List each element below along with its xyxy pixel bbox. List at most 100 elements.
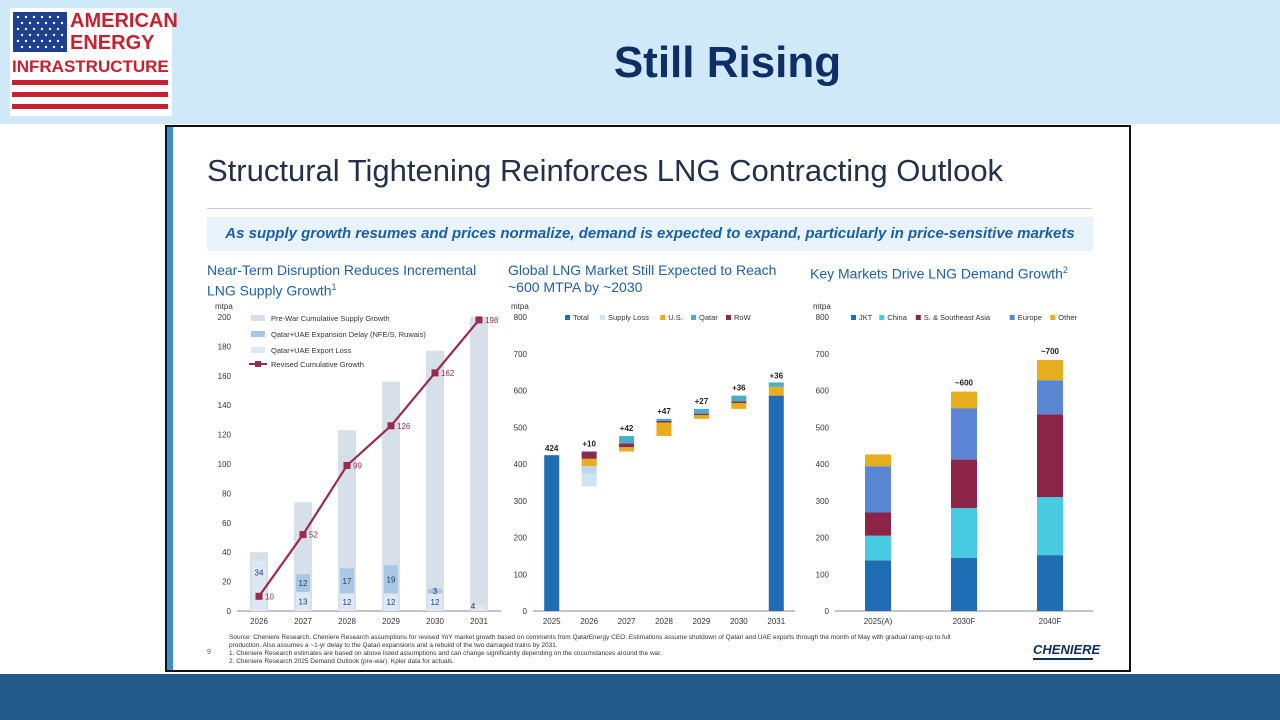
chart3-footnote-ref: 2 [1062,265,1068,275]
chart1-title: Near-Term Disruption Reduces Incremental… [207,262,476,300]
y-tick-label: 300 [816,497,830,506]
total-label: ~600 [955,379,974,388]
x-tick-label: 2031 [767,617,785,626]
revised-growth-marker [255,592,263,600]
logo-line-3: INFRASTRUCTURE [12,57,169,76]
logo-line-2: ENERGY [70,32,155,54]
y-tick-label: 500 [514,423,528,432]
y-tick-label: 300 [514,497,528,506]
expansion-delay-bar [428,588,442,594]
logo-stripe [12,80,168,85]
stack-segment [951,408,977,460]
logo-stripe [12,92,168,97]
y-tick-label: 100 [514,570,528,579]
prewar-bar [426,350,444,611]
legend-label: Supply Loss [608,313,649,322]
y-tick-label: 20 [222,578,231,587]
step-label: +42 [620,424,634,433]
y-axis-unit: mtpa [511,302,529,311]
increment-segment [768,386,784,396]
legend-swatch [726,315,731,320]
x-tick-label: 2025 [543,617,561,626]
stack-segment [951,391,977,409]
export-loss-bar [296,591,310,611]
footer-band [0,674,1280,720]
y-tick-label: 100 [816,570,830,579]
chart-supply-growth: mtpa020406080100120140160180200342026121… [215,302,501,626]
prewar-bar [382,381,400,611]
legend-label: JKT [859,313,873,322]
increment-segment [693,413,709,416]
increment-segment [619,436,635,444]
y-tick-label: 700 [816,350,830,359]
stack-segment [951,459,977,509]
delay-value-label: 19 [387,575,396,584]
delay-value-label: 17 [343,577,352,586]
slide-accent-bar [167,127,173,670]
y-tick-label: 80 [222,489,231,498]
decline-segment [581,458,597,467]
revised-growth-marker [387,422,395,430]
revised-growth-line [258,319,480,597]
chart-global-market: mtpa 0 100 200 300 400 500 600 700 800 2025 424 2026… [511,302,795,626]
footnote-source-cont: production. Also assumes a ~1-yr delay t… [229,642,558,649]
y-tick-label: 800 [514,313,528,322]
revised-growth-label: 10 [265,592,274,601]
x-tick-label: 2027 [618,617,636,626]
embedded-slide: Structural Tightening Reinforces LNG Con… [165,125,1131,672]
x-tick-label: 2027 [294,617,312,626]
legend-label: Qatar [699,313,718,322]
increment-segment [619,443,635,448]
revised-growth-label: 99 [353,461,362,470]
logo-line-1: AMERICAN [70,10,178,32]
x-tick-label: 2026 [250,617,268,626]
stack-segment [865,512,891,536]
stack-segment [951,508,977,558]
legend-label: S. & Southeast Asia [924,313,991,322]
stack-segment [865,454,891,467]
y-tick-label: 0 [227,607,232,616]
step-label: 424 [545,444,559,453]
legend-swatch [600,315,605,320]
x-tick-label: 2029 [382,617,400,626]
footnote-2: 2. Cheniere Research 2025 Demand Outlook… [229,658,455,665]
stack-segment [1037,414,1063,498]
prewar-bar [470,317,488,611]
legend-swatch [1009,315,1015,320]
legend-swatch-delay [251,331,265,337]
logo-stripe [12,104,168,109]
y-tick-label: 600 [816,387,830,396]
legend-swatch-prewar [251,315,265,321]
x-tick-label: 2030 [426,617,444,626]
step-label: +36 [769,371,783,380]
increment-segment [731,402,747,409]
stack-segment [1037,380,1063,415]
x-tick-label: 2030 [730,617,748,626]
legend-swatch-loss [251,347,265,353]
step-label: +10 [582,440,596,449]
y-tick-label: 160 [218,372,232,381]
expansion-delay-bar [340,568,354,594]
revised-growth-marker [299,531,307,539]
y-tick-label: 200 [218,313,232,322]
stack-segment [1037,555,1063,611]
y-axis-unit: mtpa [215,302,233,311]
x-tick-label: 2028 [655,617,673,626]
loss-value-label: 4 [471,602,476,611]
x-tick-label: 2026 [580,617,598,626]
embedded-slide-title: Structural Tightening Reinforces LNG Con… [207,153,1004,188]
footnote-source: Source: Cheniere Research. Cheniere Rese… [229,634,951,641]
export-loss-bar [472,605,486,611]
slide-title: Still Rising [613,38,842,87]
step-label: +47 [657,407,671,416]
legend-swatch [691,315,696,320]
increment-segment [693,408,709,414]
decline-segment [581,473,597,487]
y-tick-label: 120 [218,431,232,440]
stack-segment [1037,359,1063,381]
loss-value-label: 12 [343,598,352,607]
prewar-bar [338,430,356,611]
revised-growth-label: 198 [485,316,499,325]
loss-value-label: 12 [387,598,396,607]
step-label: +27 [695,397,709,406]
